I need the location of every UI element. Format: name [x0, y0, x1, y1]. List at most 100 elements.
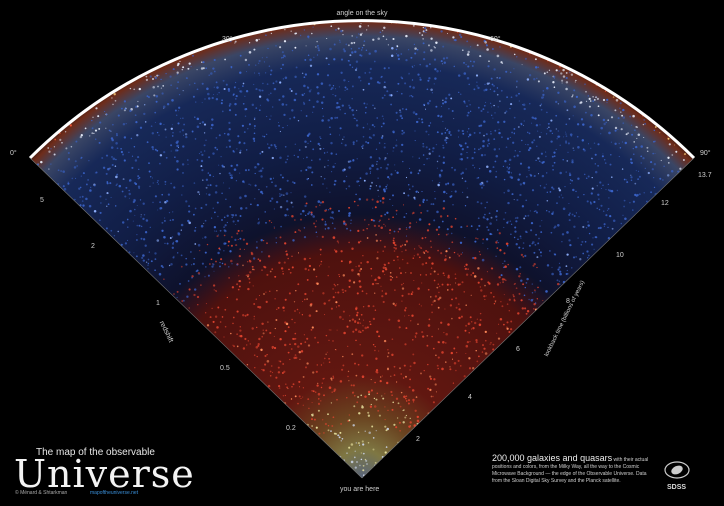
galaxy-dot — [286, 158, 289, 161]
galaxy-dot — [269, 270, 272, 273]
galaxy-dot — [128, 180, 131, 182]
galaxy-dot — [152, 148, 155, 151]
galaxy-dot — [546, 111, 548, 114]
galaxy-dot — [583, 193, 585, 196]
galaxy-dot — [207, 92, 210, 96]
galaxy-dot — [499, 249, 502, 252]
galaxy-dot — [163, 124, 165, 126]
galaxy-dot — [636, 126, 638, 128]
galaxy-dot — [460, 172, 463, 175]
galaxy-dot — [465, 168, 467, 170]
galaxy-dot — [348, 106, 352, 109]
galaxy-dot — [204, 251, 207, 254]
galaxy-dot — [309, 140, 312, 142]
galaxy-dot — [428, 77, 431, 80]
galaxy-dot — [425, 274, 428, 276]
galaxy-dot — [551, 186, 554, 189]
galaxy-dot — [574, 81, 576, 83]
galaxy-dot — [377, 224, 381, 228]
galaxy-dot — [116, 183, 118, 185]
galaxy-dot — [362, 135, 365, 138]
galaxy-dot — [176, 73, 178, 75]
galaxy-dot — [289, 117, 292, 120]
galaxy-dot — [215, 81, 218, 84]
galaxy-dot — [215, 260, 217, 263]
galaxy-dot — [533, 78, 536, 81]
galaxy-dot — [444, 183, 448, 186]
galaxy-dot — [470, 46, 472, 48]
galaxy-dot — [142, 202, 145, 205]
galaxy-dot — [478, 224, 481, 227]
galaxy-dot — [116, 83, 119, 86]
galaxy-dot — [202, 179, 204, 181]
galaxy-dot — [571, 267, 573, 269]
galaxy-dot — [218, 164, 220, 166]
galaxy-dot — [436, 22, 439, 24]
galaxy-dot — [208, 156, 211, 159]
galaxy-dot — [349, 63, 352, 66]
galaxy-dot — [161, 229, 164, 232]
galaxy-dot — [229, 206, 232, 208]
galaxy-dot — [455, 351, 458, 354]
galaxy-dot — [601, 155, 604, 158]
galaxy-dot — [194, 288, 197, 291]
galaxy-dot — [242, 347, 246, 350]
galaxy-dot — [412, 111, 416, 114]
galaxy-dot — [294, 310, 296, 312]
galaxy-dot — [339, 98, 341, 100]
galaxy-dot — [442, 144, 444, 147]
galaxy-dot — [215, 184, 218, 187]
galaxy-dot — [352, 392, 354, 394]
galaxy-dot — [327, 274, 329, 277]
galaxy-dot — [362, 469, 365, 472]
galaxy-dot — [349, 160, 352, 163]
galaxy-dot — [413, 196, 416, 199]
galaxy-dot — [667, 137, 670, 140]
galaxy-dot — [650, 107, 654, 110]
galaxy-dot — [392, 401, 394, 404]
galaxy-dot — [599, 73, 603, 76]
galaxy-dot — [476, 81, 478, 83]
galaxy-dot — [397, 402, 400, 405]
galaxy-dot — [271, 197, 274, 200]
galaxy-dot — [149, 226, 151, 228]
galaxy-dot — [266, 115, 268, 117]
galaxy-dot — [503, 178, 506, 181]
galaxy-dot — [194, 116, 196, 118]
galaxy-dot — [289, 343, 291, 346]
galaxy-dot — [295, 66, 298, 69]
galaxy-dot — [555, 114, 558, 117]
galaxy-dot — [484, 41, 487, 44]
galaxy-dot — [145, 75, 148, 78]
credit-link[interactable]: mapoftheuniverse.net — [90, 490, 139, 496]
galaxy-dot — [444, 132, 447, 134]
galaxy-dot — [176, 140, 179, 143]
galaxy-dot — [487, 65, 490, 68]
galaxy-dot — [313, 418, 316, 421]
galaxy-dot — [282, 270, 284, 273]
galaxy-dot — [558, 266, 561, 269]
galaxy-dot — [603, 122, 606, 126]
galaxy-dot — [676, 133, 678, 135]
galaxy-dot — [311, 389, 313, 392]
galaxy-dot — [440, 169, 443, 172]
galaxy-dot — [423, 104, 426, 106]
galaxy-dot — [622, 214, 624, 216]
galaxy-dot — [633, 100, 636, 103]
galaxy-dot — [605, 189, 607, 191]
galaxy-dot — [445, 141, 448, 144]
galaxy-dot — [291, 385, 293, 388]
galaxy-dot — [190, 251, 192, 253]
galaxy-dot — [168, 264, 171, 267]
galaxy-dot — [447, 289, 449, 291]
galaxy-dot — [417, 191, 420, 193]
galaxy-dot — [369, 77, 373, 80]
galaxy-dot — [557, 103, 560, 105]
galaxy-dot — [290, 348, 293, 350]
galaxy-dot — [197, 304, 199, 306]
galaxy-dot — [161, 193, 163, 196]
galaxy-dot — [150, 260, 153, 263]
galaxy-dot — [301, 94, 304, 97]
galaxy-dot — [238, 255, 241, 258]
galaxy-dot — [580, 243, 583, 246]
